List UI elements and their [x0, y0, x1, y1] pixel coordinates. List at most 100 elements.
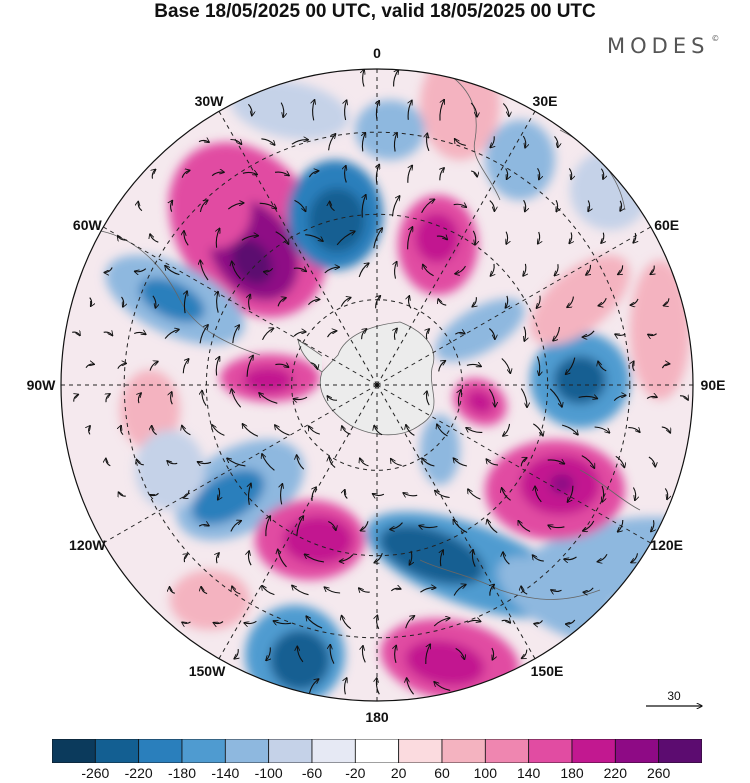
- wind-vector: [247, 103, 252, 116]
- wind-vector: [281, 484, 283, 505]
- wind-vector: [165, 265, 180, 276]
- wind-vector: [453, 520, 468, 533]
- colorbar-tick-label: 60: [434, 765, 450, 781]
- wind-vector: [241, 236, 259, 241]
- wind-vector: [631, 553, 639, 562]
- wind-vector: [454, 332, 465, 335]
- wind-vector: [537, 167, 540, 179]
- colorbar-tick-label: -100: [254, 765, 283, 781]
- anomaly-contour: [309, 188, 365, 252]
- lon-label-0: 0: [373, 45, 381, 61]
- wind-vector: [259, 393, 278, 404]
- wind-vector: [630, 298, 639, 305]
- wind-vector: [344, 490, 348, 499]
- wind-vector: [598, 298, 607, 306]
- anomaly-contour: [230, 80, 350, 140]
- wind-vector: [490, 584, 495, 596]
- wind-vector: [307, 299, 320, 305]
- wind-vector: [118, 492, 126, 496]
- anomaly-contour: [139, 277, 205, 323]
- wind-vector: [661, 364, 669, 369]
- wind-vector: [408, 100, 412, 120]
- wind-vector: [218, 487, 220, 500]
- wind-vector: [266, 647, 270, 660]
- wind-vector: [426, 391, 430, 406]
- wind-vector: [117, 363, 127, 369]
- wind-vector: [537, 356, 539, 375]
- wind-vector: [184, 554, 187, 563]
- wind-vector: [521, 586, 528, 595]
- wind-vector: [420, 588, 436, 593]
- wind-vector: [183, 490, 190, 498]
- wind-vector: [152, 425, 157, 436]
- wind-vector: [490, 136, 494, 147]
- wind-vector: [275, 425, 290, 436]
- wind-vector: [406, 425, 415, 436]
- wind-vector: [264, 267, 274, 272]
- wind-vector: [648, 333, 657, 336]
- wind-vector: [292, 585, 309, 596]
- wind-vector: [328, 520, 336, 531]
- lon-label-30e: 30E: [532, 93, 558, 110]
- wind-vector: [278, 549, 287, 568]
- wind-vector: [377, 615, 380, 630]
- wind-vector: [618, 265, 623, 274]
- wind-vector: [273, 621, 292, 624]
- wind-vector: [455, 265, 466, 274]
- wind-vector: [505, 295, 507, 308]
- wind-vector: [466, 428, 483, 433]
- wind-vector: [291, 140, 308, 145]
- wind-vector: [650, 265, 654, 275]
- wind-vector: [360, 458, 369, 467]
- wind-vector: [440, 550, 443, 567]
- wind-vector: [181, 170, 190, 178]
- wind-vector: [103, 332, 113, 336]
- wind-vector: [246, 355, 253, 377]
- wind-vector: [200, 260, 209, 281]
- wind-vector: [551, 590, 562, 592]
- wind-vector: [304, 554, 324, 563]
- wind-vector: [435, 491, 450, 499]
- wind-vector: [358, 263, 369, 278]
- wind-vector: [470, 170, 477, 177]
- wind-vector: [308, 679, 319, 694]
- wind-vector: [360, 521, 369, 530]
- wind-vector: [439, 99, 444, 121]
- wind-vector: [211, 172, 224, 177]
- wind-vector: [150, 234, 159, 243]
- colorbar-tick-label: 180: [560, 765, 584, 781]
- wind-vector: [167, 461, 178, 464]
- brand-text: MODES: [607, 34, 710, 58]
- wind-vector: [104, 267, 113, 273]
- colorbar-segment: [398, 739, 443, 763]
- wind-vector: [330, 644, 335, 664]
- wind-vector: [648, 456, 655, 467]
- colorbar-segment: [138, 739, 183, 763]
- wind-vector: [423, 264, 434, 277]
- wind-vector: [232, 261, 241, 280]
- wind-vector: [506, 231, 508, 245]
- wind-vector: [523, 263, 526, 276]
- wind-vector: [390, 522, 403, 530]
- wind-vector: [436, 236, 448, 240]
- anomaly-contour: [415, 213, 459, 263]
- colorbar-tick-label: 20: [390, 765, 407, 781]
- wind-vector: [532, 555, 544, 562]
- wind-vector: [361, 329, 367, 340]
- wind-vector: [578, 396, 598, 398]
- wind-vector: [470, 102, 477, 117]
- wind-vector: [297, 646, 304, 663]
- wind-vector: [374, 425, 383, 436]
- wind-vector: [327, 396, 338, 400]
- wind-vector: [121, 296, 124, 307]
- wind-vector: [661, 426, 671, 433]
- wind-vector: [440, 168, 444, 181]
- wind-vector: [520, 388, 527, 408]
- wind-vector: [568, 168, 571, 179]
- wind-vector: [312, 487, 316, 502]
- wind-vector: [518, 521, 531, 533]
- wind-vector: [565, 357, 576, 375]
- wind-vector: [182, 359, 189, 374]
- colorbar-tick-label: -60: [301, 765, 323, 781]
- wind-vector: [248, 551, 252, 566]
